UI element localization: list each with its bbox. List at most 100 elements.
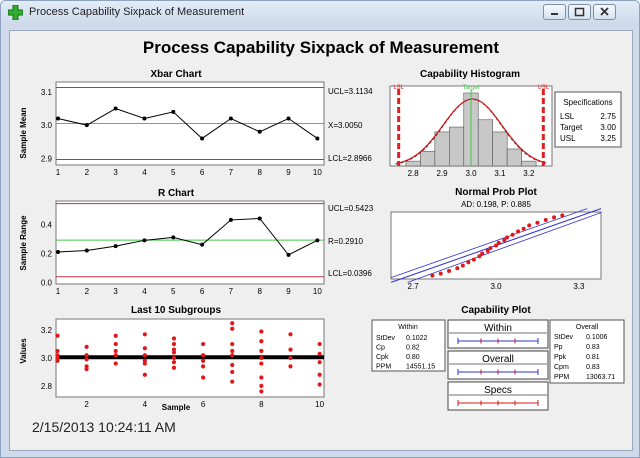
- r-center-label: R=0.2910: [328, 237, 363, 246]
- specifications-title: Specifications: [563, 98, 612, 107]
- within-stat-value: 0.82: [406, 345, 420, 352]
- overall-stat-name: Ppk: [554, 354, 567, 361]
- within-stat-name: Cp: [376, 345, 385, 352]
- last10-point: [113, 333, 118, 338]
- g-xbar-x-tick: 4: [142, 168, 147, 177]
- last10-point: [55, 333, 60, 338]
- last10-point: [317, 341, 322, 347]
- last10-point: [113, 348, 118, 354]
- maximize-button[interactable]: [568, 4, 591, 20]
- normal-x-tick: 3.0: [490, 282, 502, 291]
- xbar-lcl-label: LCL=2.8966: [328, 154, 372, 163]
- histogram-bar: [521, 160, 537, 167]
- xbar-center-label: X=3.0050: [328, 121, 363, 130]
- within-stat-name: PPM: [376, 364, 391, 371]
- last10-point: [113, 361, 118, 366]
- last10-x-tick: 8: [259, 400, 264, 409]
- minimize-icon: [551, 13, 558, 15]
- last10-point: [230, 348, 235, 354]
- normal-point: [560, 213, 565, 218]
- histogram-bar: [405, 160, 421, 167]
- last10-point: [55, 358, 60, 363]
- normal-point: [521, 226, 526, 231]
- histogram-x-tick: 3.2: [523, 169, 535, 178]
- histogram-bar: [492, 131, 508, 167]
- g-xbar-point: [56, 116, 60, 121]
- last10-point: [230, 341, 235, 347]
- normal-point: [477, 254, 482, 259]
- g-xbar-x-tick: 1: [56, 168, 61, 177]
- overall-stat-value: 13063.71: [586, 374, 615, 381]
- normal-point: [516, 229, 521, 234]
- last10-point: [259, 355, 264, 361]
- normal-point: [535, 220, 540, 225]
- normal-point: [447, 268, 452, 273]
- last10-point: [171, 350, 177, 355]
- r-chart: R Chart Sample Range UCL=0.5423 R=0.2910…: [19, 188, 374, 296]
- last10-point: [317, 382, 322, 387]
- g-r-point: [315, 238, 320, 243]
- spec-lsl-name: LSL: [560, 112, 575, 121]
- last10-x-tick: 6: [201, 400, 206, 409]
- last10-point: [259, 375, 264, 380]
- minimize-button[interactable]: [543, 4, 566, 20]
- histogram-bar: [477, 119, 493, 167]
- g-r-x-tick: 5: [171, 287, 176, 296]
- within-stats-box: [371, 319, 446, 372]
- histogram-x-tick: 3.0: [465, 169, 477, 178]
- title-bar[interactable]: Process Capability Sixpack of Measuremen…: [1, 1, 639, 25]
- g-r-point: [113, 244, 118, 249]
- g-xbar-x-tick: 9: [286, 168, 291, 177]
- g-r-x-tick: 8: [257, 287, 262, 296]
- last10-x-tick: 4: [143, 400, 148, 409]
- specifications-box: [554, 91, 622, 148]
- overall-stat-value: 0.83: [586, 364, 600, 371]
- spec-usl-value: 3.25: [600, 134, 616, 143]
- within-stat-value: 0.1022: [406, 335, 428, 342]
- spec-usl-name: USL: [560, 134, 576, 143]
- normal-ci-upper: [407, 212, 602, 283]
- g-r-x-tick: 2: [85, 287, 90, 296]
- last10-y-tick: 2.8: [41, 382, 53, 391]
- g-r-point: [56, 249, 60, 254]
- xbar-ylabel: Sample Mean: [19, 107, 28, 158]
- last10-y-tick: 3.2: [41, 326, 53, 335]
- close-icon: [600, 7, 609, 16]
- histogram-bar: [506, 148, 522, 167]
- last10-point: [84, 353, 89, 358]
- normal-point: [480, 251, 485, 256]
- maximize-icon: [574, 7, 585, 17]
- g-xbar-x-tick: 6: [200, 168, 205, 177]
- last10-point: [142, 361, 147, 366]
- minitab-plus-icon: [8, 5, 23, 20]
- graph-area: Process Capability Sixpack of Measuremen…: [9, 30, 633, 451]
- g-r-x-tick: 7: [229, 287, 234, 296]
- overall-stat-name: StDev: [554, 334, 574, 341]
- histogram-x-tick: 3.1: [494, 169, 506, 178]
- normal-point: [502, 238, 507, 243]
- g-xbar-point: [142, 116, 147, 121]
- normal-point: [455, 266, 460, 271]
- last10-point: [113, 353, 118, 358]
- last10-point: [201, 364, 206, 369]
- close-button[interactable]: [593, 4, 616, 20]
- g-xbar-point: [228, 116, 233, 121]
- last10-point: [84, 367, 89, 372]
- within-stat-value: 0.80: [406, 354, 420, 361]
- last10-point: [259, 361, 264, 366]
- g-xbar-x-tick: 8: [257, 168, 262, 177]
- normal-point: [527, 223, 532, 228]
- last10-point: [288, 347, 293, 352]
- g-r-y-tick: 0.0: [41, 279, 53, 288]
- timestamp: 2/15/2013 10:24:11 AM: [32, 419, 176, 435]
- g-r-point: [228, 217, 233, 222]
- last10-point: [113, 341, 118, 347]
- last10-point: [55, 348, 60, 354]
- last10-point: [259, 389, 264, 394]
- last10-chart: Last 10 Subgroups Values Sample 2 4 6 8 10 2.…: [19, 305, 325, 412]
- g-r-series-line: [57, 217, 318, 256]
- g-r-x-tick: 3: [113, 287, 118, 296]
- g-xbar-x-tick: 2: [85, 168, 90, 177]
- last10-point: [230, 362, 235, 368]
